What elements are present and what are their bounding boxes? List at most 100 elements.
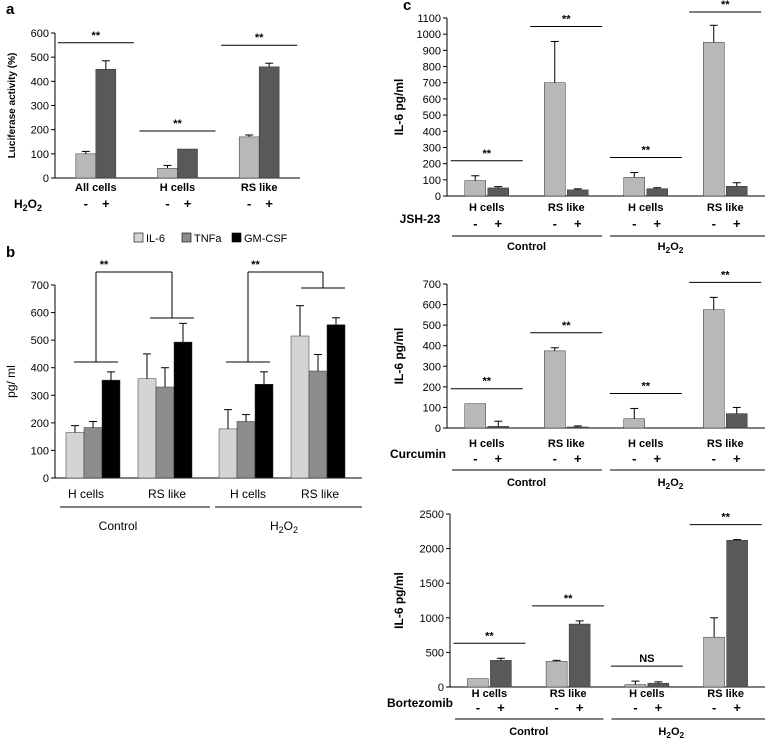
y-tick-label: 600	[31, 308, 49, 320]
subscript: 2	[37, 203, 42, 213]
y-tick-label: 200	[31, 418, 49, 430]
y-axis-label: Luciferase activity (%)	[7, 53, 18, 159]
y-tick-label: 0	[43, 473, 49, 485]
bar	[464, 403, 486, 429]
error-bar	[245, 134, 254, 137]
category-label: RS like	[241, 182, 278, 194]
error-bar	[494, 186, 503, 188]
panel-label: c	[403, 0, 411, 14]
significance-label: **	[173, 118, 182, 130]
treatment-label: Bortezomib	[387, 696, 453, 710]
bar	[236, 421, 256, 479]
category-label: RS like	[301, 487, 339, 501]
formula-part: O	[284, 519, 293, 533]
treatment-sign: -	[712, 700, 716, 715]
significance-label: **	[721, 0, 730, 11]
bar	[467, 678, 489, 688]
y-tick-label: 2000	[420, 544, 444, 556]
treatment-label: JSH-23	[400, 212, 441, 226]
treatment-sign: +	[494, 451, 502, 466]
error-bar	[494, 420, 503, 427]
bar	[623, 418, 645, 429]
category-label: H cells	[469, 438, 504, 450]
chart-a: a 0 100 200 300 400 500 600 Luciferase activity …	[6, 1, 300, 213]
chart-b: b 0 100 200 300 400 500 600 700 pg/ ml IL-6 TNFa GM-…	[4, 232, 362, 535]
bar	[544, 350, 566, 429]
error-bar	[179, 322, 187, 343]
bar	[101, 379, 121, 479]
category-label: RS like	[707, 202, 744, 214]
y-tick-label: 400	[31, 76, 49, 88]
treatment-sign: +	[102, 196, 110, 211]
category-label: H cells	[629, 688, 664, 700]
treatment-sign: +	[574, 451, 582, 466]
formula-part: O	[670, 241, 679, 253]
error-bar	[709, 24, 718, 43]
treatment-sign: -	[554, 700, 558, 715]
y-axis-label: IL-6 pg/ml	[392, 79, 406, 136]
error-bar	[260, 371, 268, 385]
y-tick-label: 600	[423, 300, 441, 312]
category-label: RS like	[548, 438, 585, 450]
error-bar	[710, 617, 719, 638]
category-label: All cells	[75, 182, 117, 194]
treatment-sign: +	[653, 216, 661, 231]
treatment-sign: +	[184, 196, 192, 211]
treatment-sign: -	[247, 196, 251, 211]
bar	[137, 378, 157, 479]
subscript: 2	[666, 246, 671, 255]
bar	[703, 636, 725, 688]
treatment-sign: +	[655, 700, 663, 715]
subscript: 2	[680, 731, 685, 740]
treatment-sign: +	[574, 216, 582, 231]
category-label: H cells	[160, 182, 195, 194]
error-bar	[143, 353, 151, 379]
treatment-sign: +	[265, 196, 273, 211]
subscript: 2	[679, 482, 684, 491]
error-bar	[573, 425, 582, 427]
y-tick-label: 700	[31, 280, 49, 292]
category-label: RS like	[707, 688, 744, 700]
y-tick-label: 100	[31, 149, 49, 161]
bar	[568, 623, 591, 688]
significance-label: **	[92, 30, 101, 42]
bar	[487, 187, 509, 197]
treatment-label: Curcumin	[390, 447, 446, 461]
y-tick-label: 1000	[420, 613, 444, 625]
bar	[258, 66, 280, 179]
y-tick-label: 500	[423, 110, 441, 122]
significance-label: **	[251, 259, 260, 271]
treatment-sign: -	[632, 216, 636, 231]
chart-c1: c 0 100 200 300 400 500 600 700 800 900 1000 1100 IL-…	[392, 0, 765, 255]
treatment-sign: +	[733, 451, 741, 466]
bar	[157, 168, 178, 179]
y-tick-label: 2500	[420, 509, 444, 521]
y-tick-label: 0	[435, 423, 441, 435]
significance-label: **	[562, 320, 571, 332]
error-bar	[107, 371, 115, 381]
category-label: H cells	[68, 487, 104, 501]
error-bar	[654, 681, 663, 684]
group-label: H2O2	[658, 241, 684, 255]
treatment-sign: -	[553, 451, 557, 466]
category-label: RS like	[148, 487, 186, 501]
error-bar	[630, 407, 639, 419]
y-tick-label: 100	[423, 175, 441, 187]
significance-label: **	[641, 145, 650, 157]
y-tick-label: 100	[423, 402, 441, 414]
error-bar	[733, 539, 742, 541]
error-bar	[552, 659, 561, 662]
treatment-sign: +	[733, 216, 741, 231]
formula-part: O	[28, 197, 37, 211]
y-tick-label: 900	[423, 45, 441, 57]
error-bar	[630, 172, 639, 178]
error-bar	[631, 680, 640, 685]
treatment-sign: +	[653, 451, 661, 466]
bar	[218, 428, 238, 479]
treatment-sign: +	[576, 700, 584, 715]
error-bar	[163, 164, 172, 169]
y-tick-label: 300	[423, 361, 441, 373]
group-label: Control	[507, 241, 546, 253]
